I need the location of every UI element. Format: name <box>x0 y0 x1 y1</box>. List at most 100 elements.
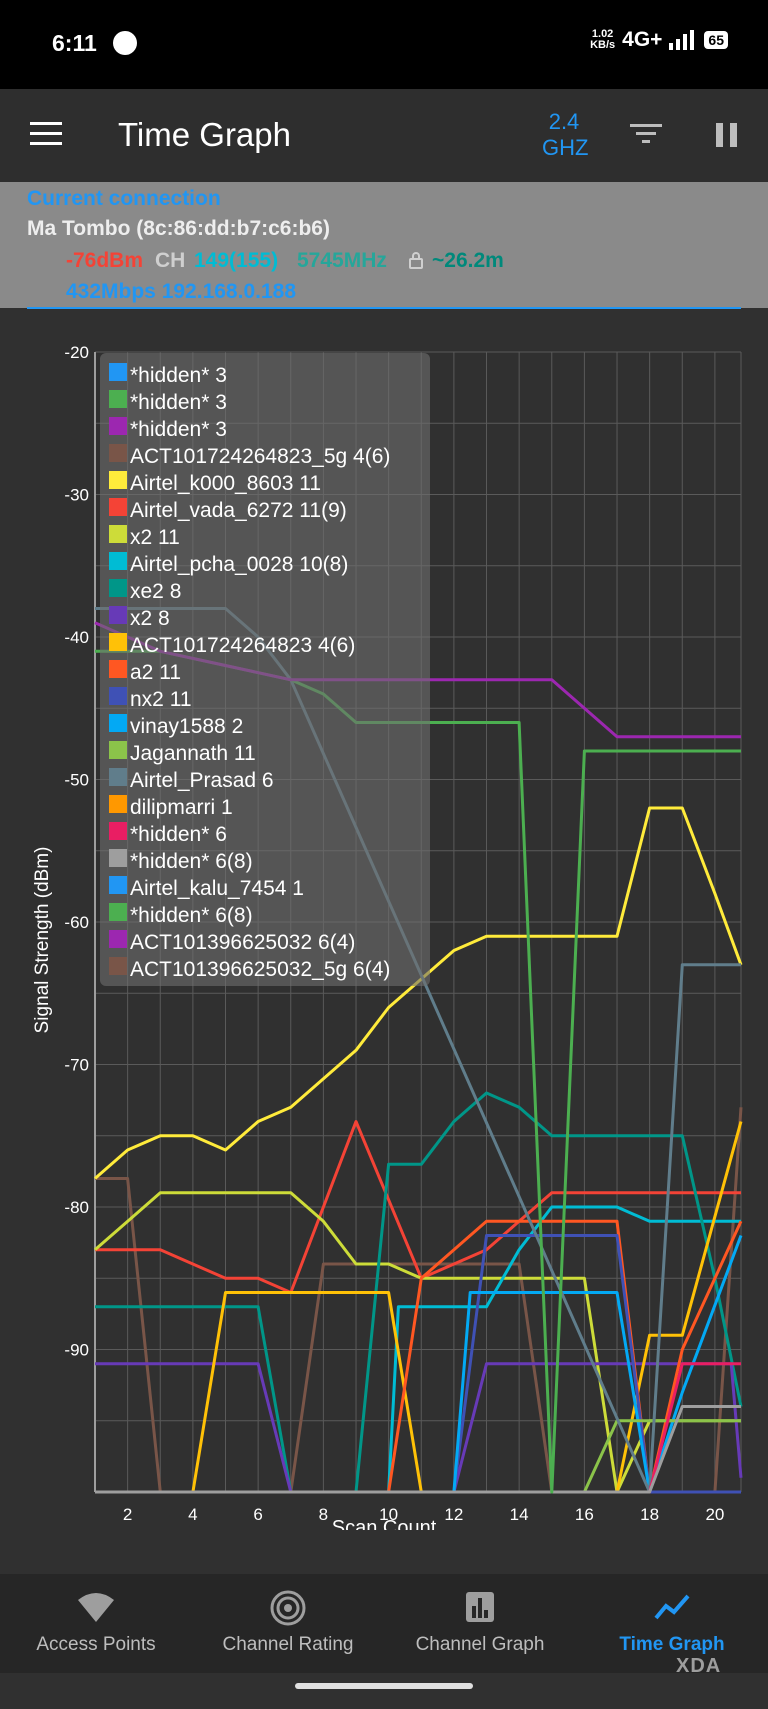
gesture-bar[interactable] <box>295 1683 473 1689</box>
x-tick-label: 18 <box>640 1505 659 1524</box>
legend-swatch <box>109 957 127 975</box>
legend-swatch <box>109 606 127 624</box>
nav-channel-graph[interactable]: Channel Graph <box>384 1590 576 1656</box>
legend-item: *hidden* 6(8) <box>130 904 253 927</box>
connection-channel: 149(155) <box>194 249 279 272</box>
connection-signal: -76dBm <box>66 249 144 272</box>
x-tick-label: 12 <box>444 1505 463 1524</box>
lock-icon <box>409 252 423 269</box>
hamburger-menu-icon[interactable] <box>30 122 62 146</box>
legend-swatch <box>109 822 127 840</box>
x-axis-label: Scan Count <box>332 1517 437 1530</box>
legend-swatch <box>109 876 127 894</box>
nav-channel-rating[interactable]: Channel Rating <box>192 1590 384 1656</box>
band-selector-button[interactable]: 2.4 GHZ <box>542 109 589 160</box>
y-tick-label: -30 <box>64 486 89 505</box>
legend-item: Airtel_k000_8603 11 <box>130 472 321 495</box>
pause-icon[interactable] <box>716 123 738 147</box>
legend-swatch <box>109 579 127 597</box>
series-line-7 <box>95 1205 741 1494</box>
legend-swatch <box>109 471 127 489</box>
legend-item: *hidden* 3 <box>130 364 227 387</box>
legend-item: ACT101396625032_5g 6(4) <box>130 958 390 981</box>
connection-divider <box>27 307 741 309</box>
connection-ch-label: CH <box>155 249 186 272</box>
y-tick-label: -80 <box>64 1198 89 1217</box>
line-chart-icon <box>654 1594 690 1620</box>
legend-swatch <box>109 525 127 543</box>
legend-swatch <box>109 390 127 408</box>
series-line-6 <box>94 1191 741 1494</box>
legend-swatch <box>109 687 127 705</box>
notification-icon <box>113 31 137 55</box>
bar-chart-icon <box>466 1592 494 1622</box>
filter-icon[interactable] <box>630 123 662 145</box>
y-tick-label: -50 <box>64 771 89 790</box>
legend-item: Airtel_pcha_0028 10(8) <box>130 553 348 576</box>
connection-distance: ~26.2m <box>432 249 504 272</box>
signal-bars-icon <box>669 30 695 50</box>
x-tick-label: 16 <box>575 1505 594 1524</box>
bottom-navigation <box>0 1574 768 1673</box>
legend-item: *hidden* 6(8) <box>130 850 253 873</box>
current-connection-panel[interactable] <box>0 182 768 308</box>
legend-item: *hidden* 6 <box>130 823 227 846</box>
chart-legend: *hidden* 3 *hidden* 3 *hidden* 3 ACT1017242… <box>100 353 430 986</box>
legend-swatch <box>109 417 127 435</box>
connection-header: Current connection <box>27 187 221 210</box>
network-type: 4G+ <box>622 28 663 51</box>
signal-rating-icon <box>270 1590 306 1626</box>
x-tick-label: 20 <box>705 1505 724 1524</box>
nav-access-points[interactable]: Access Points <box>0 1590 192 1656</box>
nav-time-graph[interactable]: Time Graph <box>576 1590 768 1656</box>
legend-swatch <box>109 633 127 651</box>
series-line-4 <box>94 806 743 1180</box>
status-indicators: 1.02 KB/s 4G+ 65 <box>590 28 728 52</box>
y-tick-label: -60 <box>64 913 89 932</box>
legend-swatch <box>109 363 127 381</box>
legend-swatch <box>109 714 127 732</box>
x-axis-ticks: 2 4 6 8 10 12 14 16 18 20 <box>123 1505 724 1524</box>
y-tick-label: -20 <box>64 343 89 362</box>
y-axis-ticks: -20 -30 -40 -50 -60 -70 -80 -90 <box>64 343 89 1360</box>
legend-item: *hidden* 3 <box>130 418 227 441</box>
y-tick-label: -70 <box>64 1056 89 1075</box>
y-axis-label: Signal Strength (dBm) <box>32 847 53 1034</box>
legend-item: vinay1588 2 <box>130 715 243 738</box>
status-time: 6:11 <box>52 30 97 56</box>
legend-item: Airtel_kalu_7454 1 <box>130 877 304 900</box>
connection-frequency: 5745MHz <box>297 249 387 272</box>
y-tick-label: -40 <box>64 628 89 647</box>
series-line-18 <box>95 1405 741 1494</box>
legend-item: ACT101724264823 4(6) <box>130 634 355 657</box>
x-tick-label: 2 <box>123 1505 132 1524</box>
legend-swatch <box>109 849 127 867</box>
series-line-5 <box>95 1120 741 1294</box>
legend-swatch <box>109 552 127 570</box>
legend-swatch <box>109 903 127 921</box>
legend-item: Jagannath 11 <box>130 742 256 765</box>
legend-swatch <box>109 768 127 786</box>
legend-item: Airtel_Prasad 6 <box>130 769 274 792</box>
x-tick-label: 4 <box>188 1505 197 1524</box>
connection-ssid: Ma Tombo (8c:86:dd:b7:c6:b6) <box>27 217 330 240</box>
series-line-11 <box>95 1219 743 1494</box>
x-tick-label: 14 <box>510 1505 529 1524</box>
legend-item: nx2 11 <box>130 688 192 711</box>
x-tick-label: 8 <box>319 1505 328 1524</box>
legend-item: a2 11 <box>130 661 181 684</box>
time-graph-chart: -20-30-40-50-60-70-80-90 2 4 6 8 10 12 14 16 18 2… <box>32 343 743 1530</box>
legend-item: x2 11 <box>130 526 180 549</box>
wifi-icon <box>78 1593 114 1622</box>
y-tick-label: -90 <box>64 1341 89 1360</box>
legend-swatch <box>109 741 127 759</box>
legend-swatch <box>109 660 127 678</box>
legend-swatch <box>109 795 127 813</box>
legend-item: ACT101724264823_5g 4(6) <box>130 445 390 468</box>
legend-item: *hidden* 3 <box>130 391 227 414</box>
page-title: Time Graph <box>118 116 291 153</box>
connection-speed-ip: 432Mbps 192.168.0.188 <box>66 280 296 303</box>
xda-watermark: XDA <box>676 1655 722 1677</box>
network-speed: 1.02 KB/s <box>590 28 616 51</box>
x-tick-label: 6 <box>253 1505 262 1524</box>
